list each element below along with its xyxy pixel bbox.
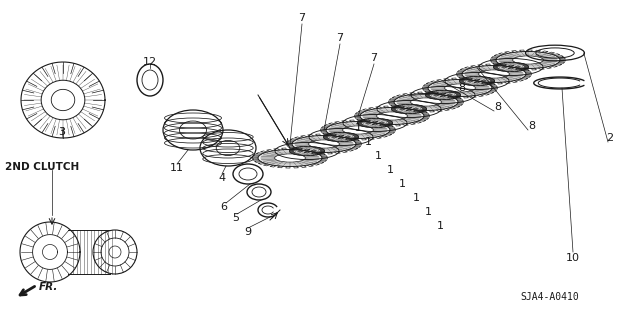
Text: 1: 1 [374, 151, 381, 161]
Text: 6: 6 [221, 202, 227, 212]
Text: 1: 1 [436, 221, 444, 231]
Text: 7: 7 [298, 13, 305, 23]
Text: 4: 4 [218, 173, 225, 183]
Text: 1: 1 [387, 165, 394, 175]
Text: 1: 1 [399, 179, 406, 189]
Text: 12: 12 [143, 57, 157, 67]
Text: 1: 1 [424, 207, 431, 217]
Text: 7: 7 [337, 33, 344, 43]
Text: 11: 11 [170, 163, 184, 173]
Text: 5: 5 [232, 213, 239, 223]
Text: 3: 3 [58, 127, 65, 137]
Text: 8: 8 [529, 121, 536, 131]
Text: FR.: FR. [39, 282, 58, 292]
Text: 1: 1 [413, 193, 419, 203]
Text: 8: 8 [495, 102, 502, 112]
Text: 9: 9 [244, 227, 252, 237]
Text: 2ND CLUTCH: 2ND CLUTCH [5, 162, 79, 172]
Text: 10: 10 [566, 253, 580, 263]
Text: 7: 7 [371, 53, 378, 63]
Text: 8: 8 [458, 83, 465, 93]
Text: SJA4-A0410: SJA4-A0410 [520, 292, 579, 302]
Text: 1: 1 [365, 137, 371, 147]
Text: 1: 1 [355, 123, 362, 133]
Text: 2: 2 [607, 133, 614, 143]
